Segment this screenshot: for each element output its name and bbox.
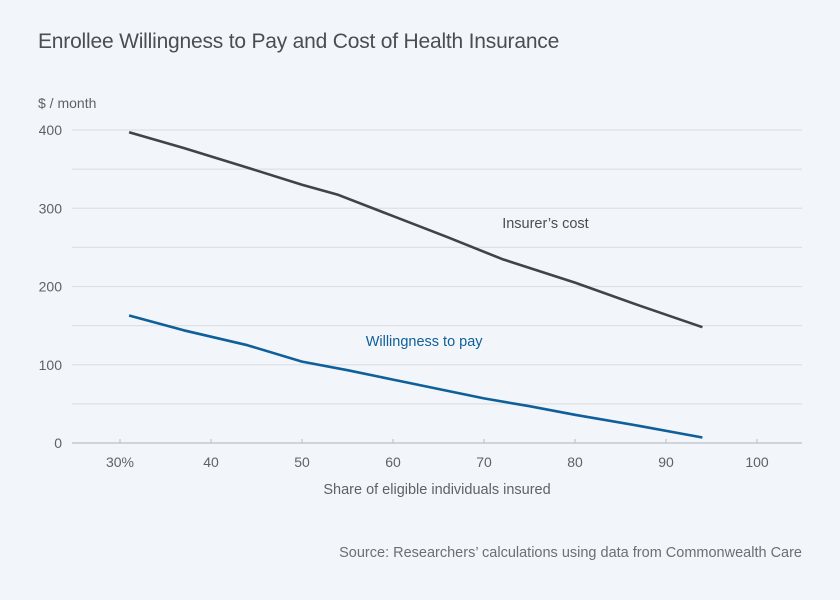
x-tick-label: 80 xyxy=(567,454,583,470)
willingness-to-pay-line xyxy=(128,314,703,439)
y-axis: 0 100 200 300 400 xyxy=(39,122,63,451)
x-tick-label: 40 xyxy=(203,454,219,470)
y-tick-label: 200 xyxy=(39,279,63,295)
series-labels: Insurer’s cost Willingness to pay xyxy=(366,216,589,350)
y-tick-label: 300 xyxy=(39,200,63,216)
y-tick-label: 0 xyxy=(54,435,62,451)
x-tick-label: 30% xyxy=(106,454,134,470)
chart-title: Enrollee Willingness to Pay and Cost of … xyxy=(38,30,560,53)
x-tick-label: 70 xyxy=(476,454,492,470)
insurer-cost-line xyxy=(128,131,703,329)
x-axis: 30% 40 50 60 70 80 90 100 xyxy=(106,439,769,470)
x-tick-label: 100 xyxy=(745,454,769,470)
gridlines xyxy=(72,129,802,444)
x-tick-label: 50 xyxy=(294,454,310,470)
x-tick-label: 60 xyxy=(385,454,401,470)
x-tick-label: 90 xyxy=(658,454,674,470)
y-tick-label: 400 xyxy=(39,122,63,138)
willingness-to-pay-label: Willingness to pay xyxy=(366,334,484,350)
x-axis-title: Share of eligible individuals insured xyxy=(323,482,551,498)
series-lines xyxy=(128,131,703,439)
source-note: Source: Researchers’ calculations using … xyxy=(339,545,802,561)
y-tick-label: 100 xyxy=(39,357,63,373)
y-axis-unit-label: $ / month xyxy=(38,95,97,111)
insurer-cost-label: Insurer’s cost xyxy=(502,216,589,232)
